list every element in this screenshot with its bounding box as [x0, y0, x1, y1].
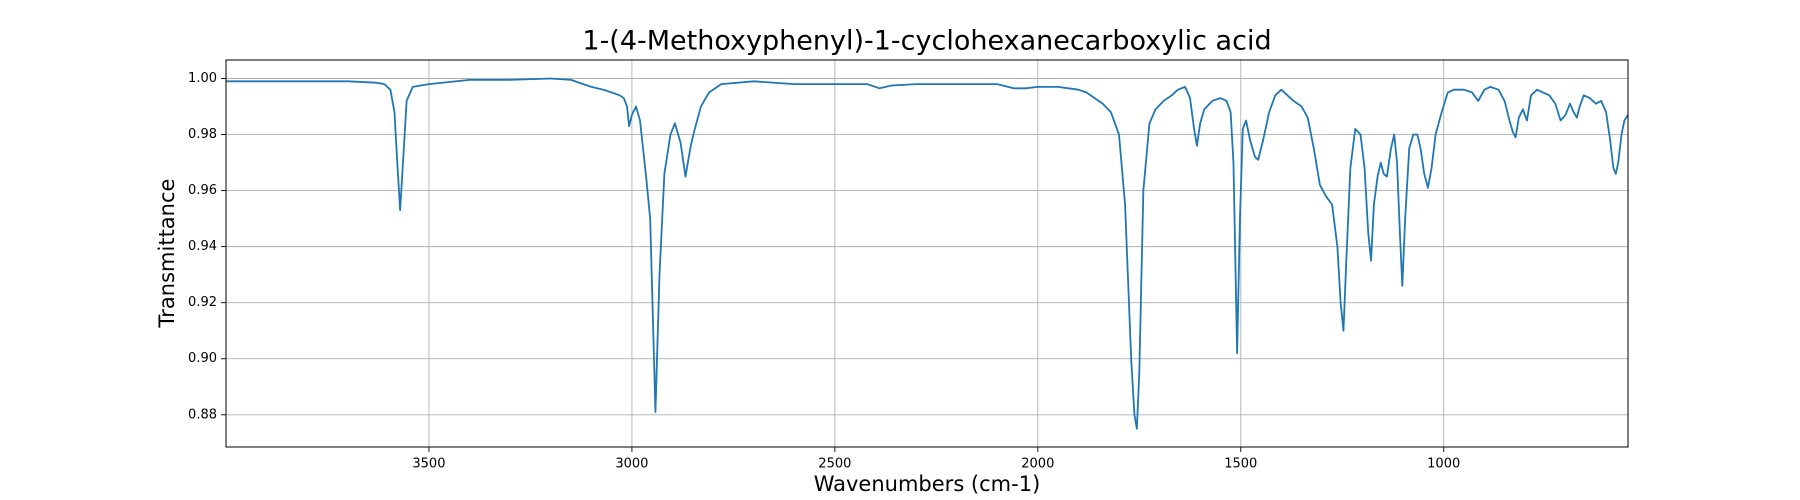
y-tick-label: 0.98 — [188, 127, 217, 142]
y-tick-label: 0.92 — [188, 295, 217, 310]
grid — [226, 60, 1628, 447]
x-tick-label: 1000 — [1427, 457, 1460, 472]
x-axis-label: Wavenumbers (cm-1) — [814, 472, 1041, 496]
y-axis-label: Transmittance — [155, 179, 179, 329]
plot-frame — [225, 59, 1629, 448]
plot — [226, 77, 1629, 430]
x-tick-label: 2000 — [1021, 457, 1054, 472]
y-tick-label: 0.88 — [188, 407, 217, 422]
y-tick-label: 0.94 — [188, 239, 217, 254]
x-tick-label: 3500 — [412, 457, 445, 472]
chart-title: 1-(4-Methoxyphenyl)-1-cyclohexanecarboxy… — [582, 26, 1271, 57]
y-tick-label: 0.90 — [188, 351, 217, 366]
x-tick-label: 3000 — [615, 457, 648, 472]
x-tick-label: 2500 — [818, 457, 851, 472]
x-tick-label: 1500 — [1224, 457, 1257, 472]
y-tick-label: 1.00 — [188, 71, 217, 86]
y-tick-label: 0.96 — [188, 183, 217, 198]
spectrum-line — [226, 77, 1629, 430]
